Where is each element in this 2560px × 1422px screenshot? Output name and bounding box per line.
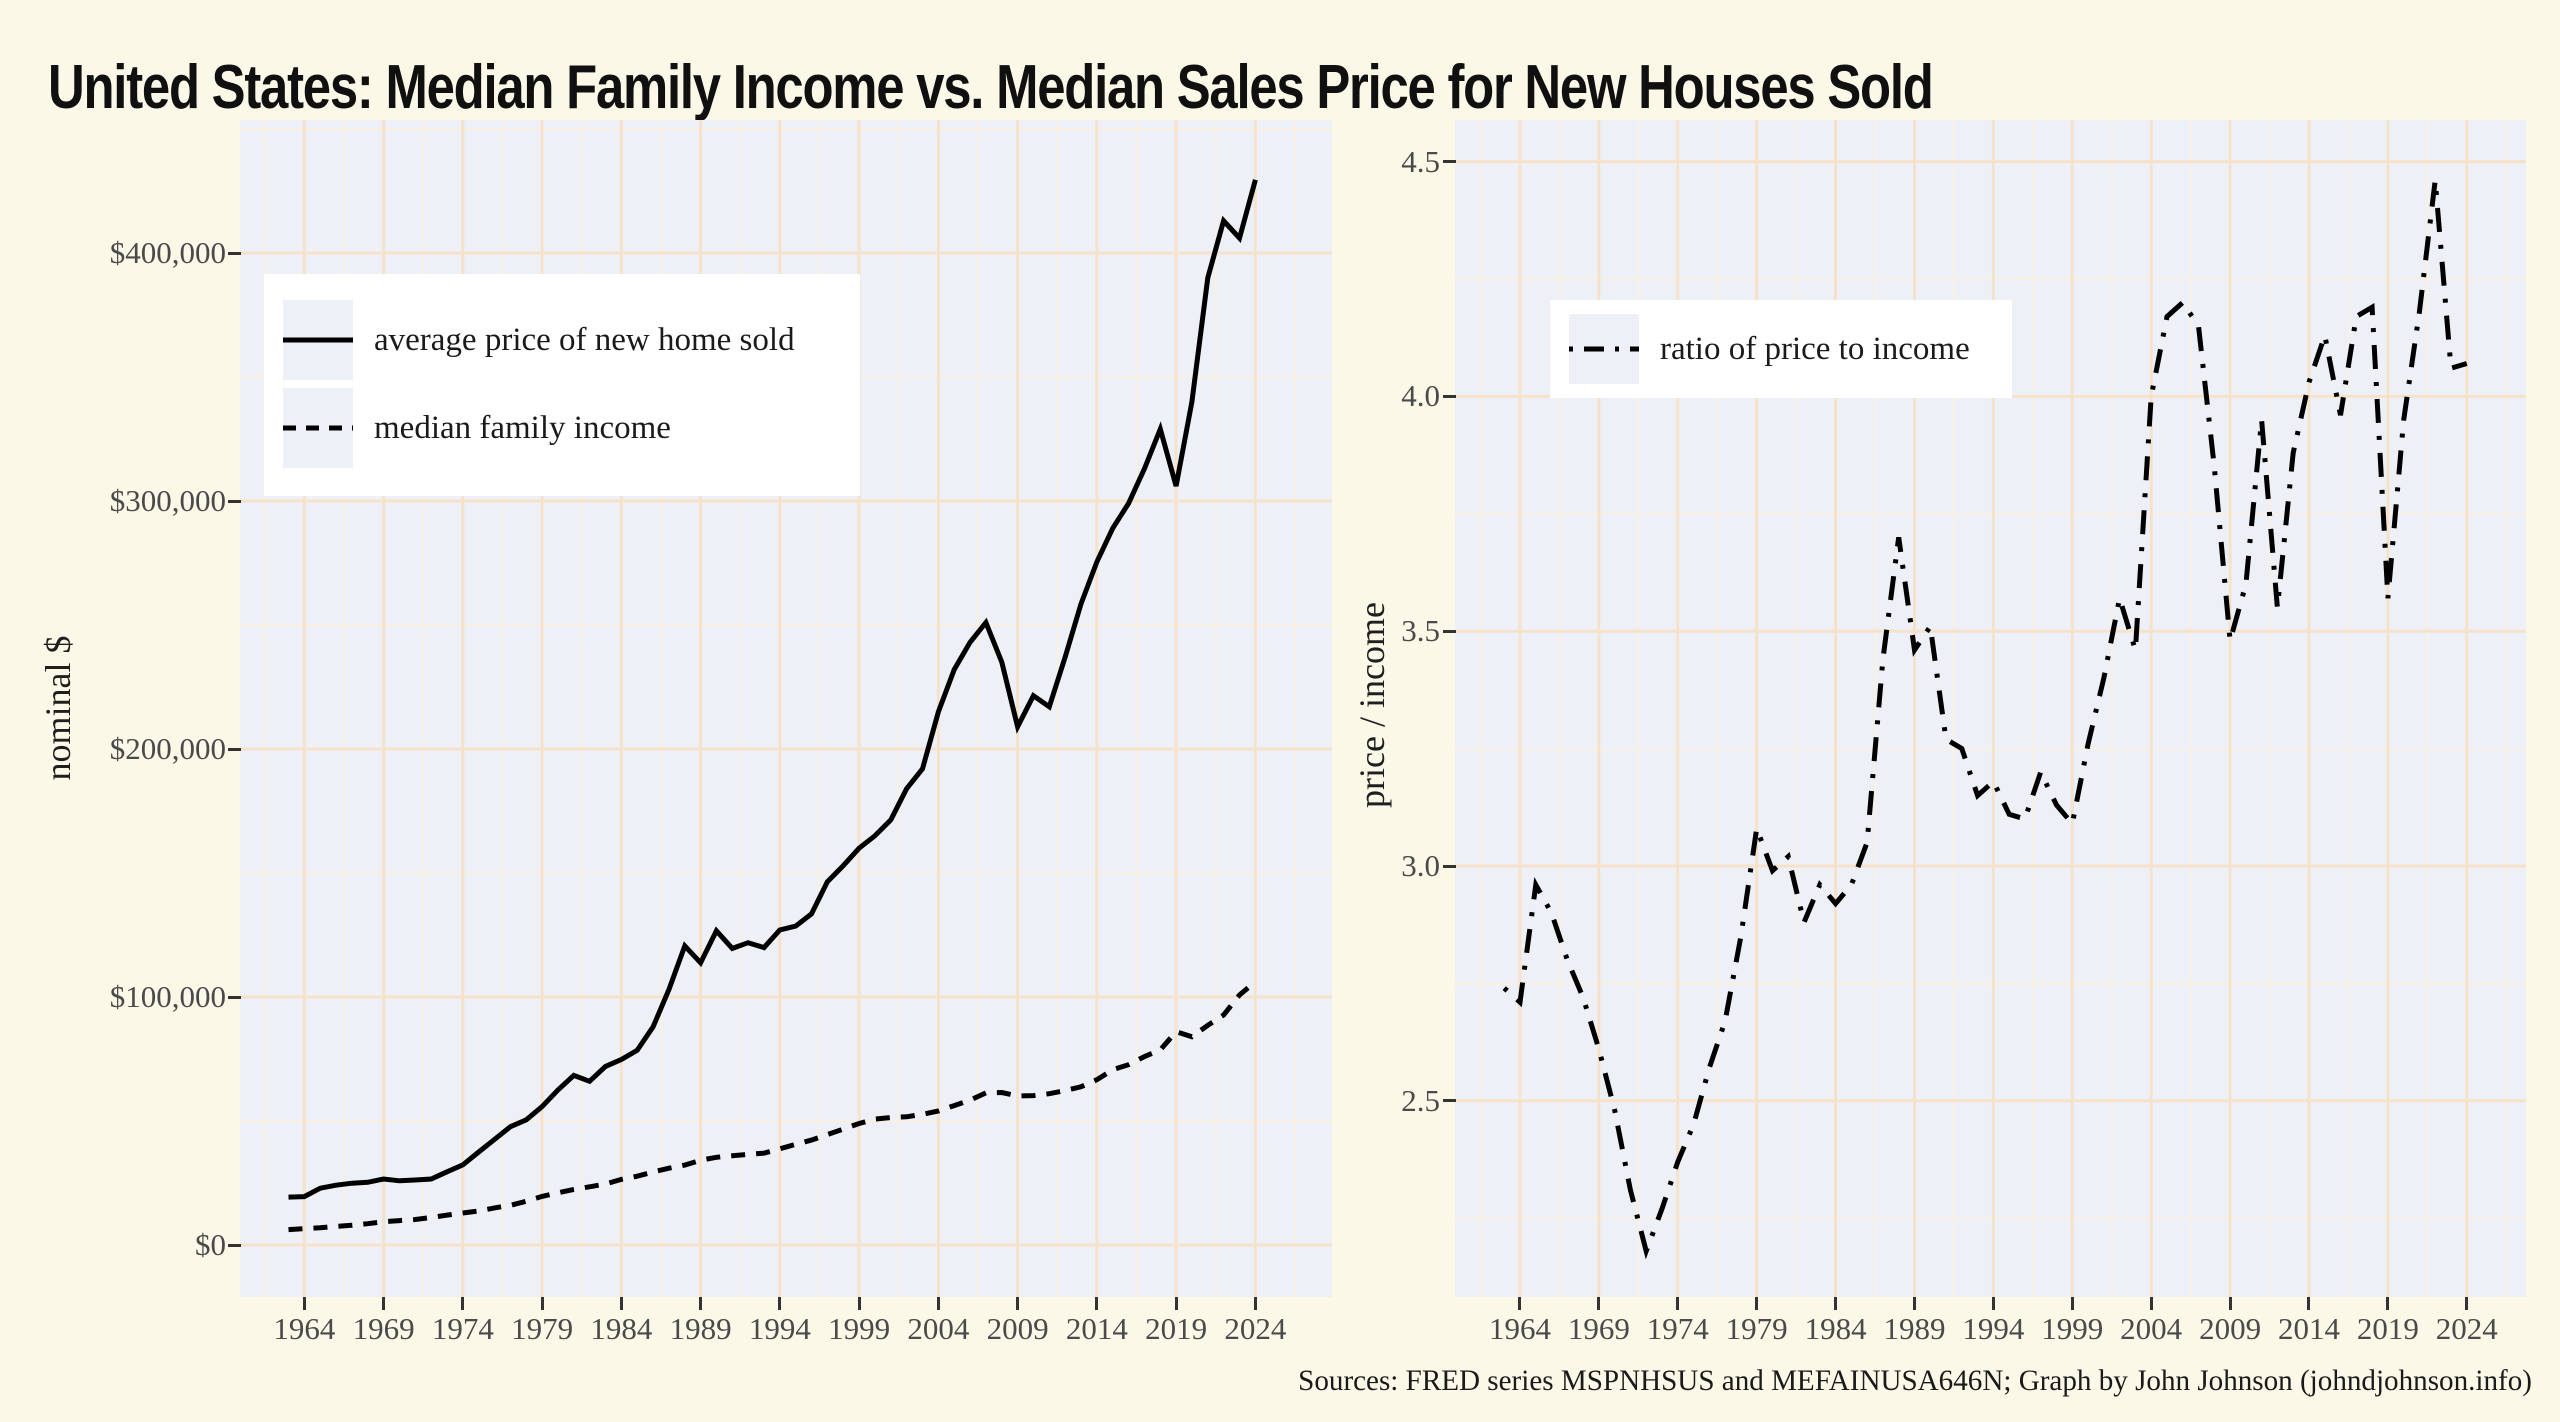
x-axis-tick-label: 2014 [1065,1311,1128,1346]
y-axis-tick-label: 2.5 [1401,1082,1440,1118]
x-axis-tick [2465,1297,2469,1310]
x-axis-tick-label: 1979 [511,1311,574,1346]
x-axis-tick-label: 1974 [1646,1311,1709,1346]
y-axis-tick-label: $200,000 [109,731,226,766]
y-axis-tick-label: 4.0 [1401,378,1440,414]
x-axis-tick-label: 1974 [431,1311,494,1346]
legend-row-ratio: ratio of price to income [1569,309,1970,389]
y-axis-tick [228,995,241,999]
legend-key-dashed-line-icon [283,388,353,468]
x-axis-tick [1095,1297,1099,1310]
y-axis-tick-label: $300,000 [109,483,226,518]
x-axis-tick-label: 2024 [2435,1311,2498,1346]
x-axis-tick [2149,1297,2153,1310]
x-axis-tick-label: 2004 [907,1311,970,1346]
x-axis-tick-label: 1999 [828,1311,891,1346]
x-axis-tick [1016,1297,1020,1310]
x-axis-tick [2228,1297,2232,1310]
legend-key-solid-line-icon [283,300,353,380]
right-chart-panel [1455,120,2526,1297]
x-axis-tick [857,1297,861,1310]
nominal-series-1-line [288,979,1258,1233]
ratio-panel-background [1455,120,2526,1297]
x-axis-tick [1597,1297,1601,1310]
y-axis-tick-label: 3.5 [1401,613,1440,649]
x-axis-tick-label: 1969 [352,1311,415,1346]
x-axis-tick-label: 2009 [986,1311,1049,1346]
y-axis-tick [1443,1099,1456,1103]
x-axis-tick-label: 1999 [2041,1311,2104,1346]
x-axis-tick-label: 2014 [2277,1311,2340,1346]
x-axis-tick [1518,1297,1522,1310]
legend-label-price: average price of new home sold [374,321,795,358]
x-axis-tick-label: 2009 [2199,1311,2262,1346]
legend-key-dashdot-line-icon [1569,314,1639,384]
y-axis-tick [228,251,241,255]
y-axis-tick [228,1243,241,1247]
left-y-axis-title: nominal $ [38,635,78,781]
nominal-series-0-line [288,179,1258,1200]
x-axis-tick-label: 2019 [2356,1311,2419,1346]
x-axis-tick-label: 1979 [1725,1311,1788,1346]
x-axis-tick [936,1297,940,1310]
x-axis-tick-label: 1984 [1804,1311,1867,1346]
legend-label-income: median family income [374,409,671,446]
x-axis-tick-label: 2004 [2120,1311,2183,1346]
x-axis-tick [461,1297,465,1310]
x-axis-tick [1676,1297,1680,1310]
y-axis-tick-label: $0 [195,1227,226,1262]
legend-row-income: median family income [283,388,671,468]
x-axis-tick [1834,1297,1838,1310]
y-axis-tick [1443,629,1456,633]
x-axis-tick-label: 1994 [748,1311,811,1346]
ratio-series-0-line [1502,180,2468,1260]
y-axis-tick [228,747,241,751]
x-axis-tick [1174,1297,1178,1310]
y-axis-tick-label: $400,000 [109,235,226,270]
x-axis-tick [1991,1297,1995,1310]
x-axis-tick-label: 2024 [1224,1311,1287,1346]
legend-label-ratio: ratio of price to income [1660,330,1970,367]
left-chart-legend: average price of new home sold median fa… [264,274,860,496]
x-axis-tick [619,1297,623,1310]
legend-row-price: average price of new home sold [283,300,795,380]
x-axis-tick [2070,1297,2074,1310]
y-axis-tick-label: 3.0 [1401,848,1440,883]
x-axis-tick [382,1297,386,1310]
figure-title: United States: Median Family Income vs. … [48,52,1934,122]
x-axis-tick-label: 1989 [669,1311,732,1346]
x-axis-tick [699,1297,703,1310]
y-axis-tick [1443,864,1456,868]
x-axis-tick [1912,1297,1916,1310]
x-axis-tick-label: 1994 [1962,1311,2025,1346]
y-axis-tick [1443,160,1456,164]
source-caption: Sources: FRED series MSPNHSUS and MEFAIN… [1298,1364,2532,1397]
right-y-axis-title: price / income [1352,602,1392,808]
y-axis-tick-label: $100,000 [109,979,226,1014]
x-axis-tick [2386,1297,2390,1310]
x-axis-tick [2307,1297,2311,1310]
x-axis-tick-label: 1989 [1883,1311,1946,1346]
x-axis-tick-label: 2019 [1145,1311,1208,1346]
y-axis-tick [1443,394,1456,398]
x-axis-tick [1755,1297,1759,1310]
x-axis-tick-label: 1964 [1488,1311,1551,1346]
x-axis-tick-label: 1984 [590,1311,653,1346]
y-axis-tick [228,499,241,503]
x-axis-tick [302,1297,306,1310]
x-axis-tick [540,1297,544,1310]
x-axis-tick [1253,1297,1257,1310]
x-axis-tick [778,1297,782,1310]
x-axis-tick-label: 1969 [1567,1311,1630,1346]
x-axis-tick-label: 1964 [273,1311,336,1346]
y-axis-tick-label: 4.5 [1401,143,1440,179]
right-chart-legend: ratio of price to income [1550,300,2012,398]
